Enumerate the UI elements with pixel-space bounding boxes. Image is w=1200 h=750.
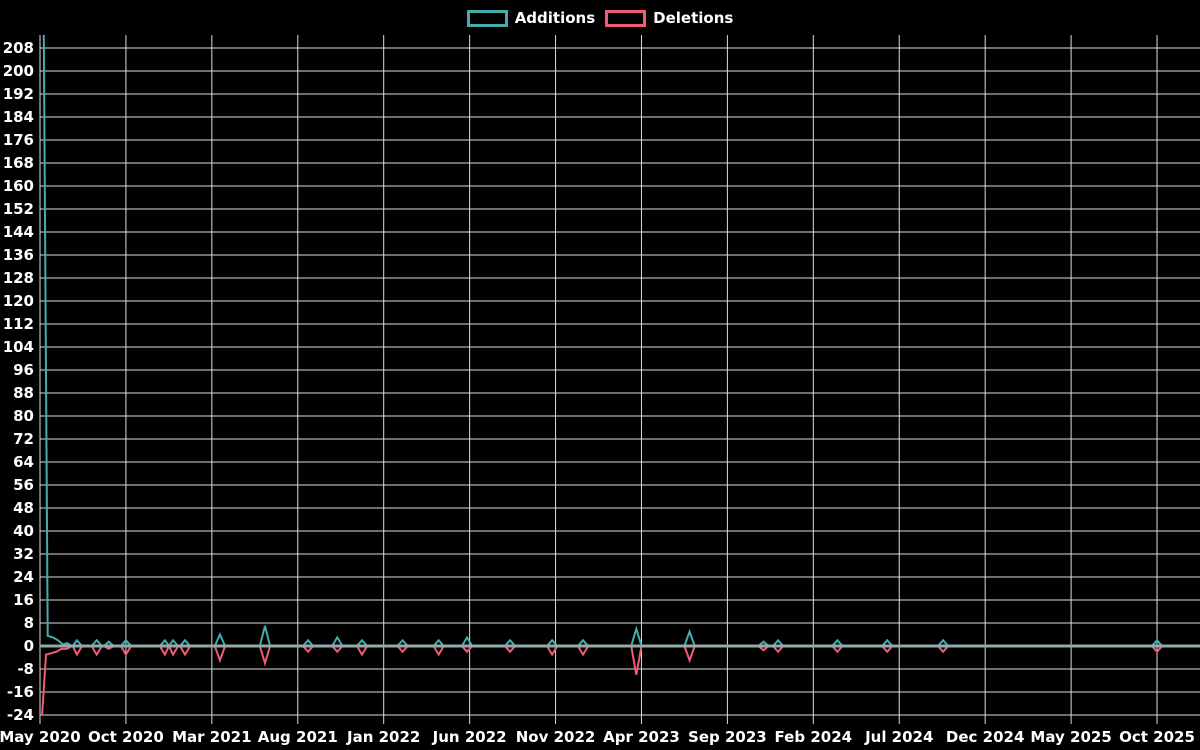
svg-text:16: 16 — [13, 591, 34, 609]
svg-text:176: 176 — [3, 131, 34, 149]
svg-text:Nov 2022: Nov 2022 — [516, 728, 596, 746]
legend-additions-label: Additions — [514, 9, 596, 27]
svg-text:40: 40 — [13, 522, 34, 540]
svg-text:8: 8 — [24, 614, 34, 632]
svg-text:-8: -8 — [17, 660, 34, 678]
svg-text:Dec 2024: Dec 2024 — [946, 728, 1025, 746]
svg-text:Oct 2020: Oct 2020 — [88, 728, 164, 746]
svg-text:64: 64 — [13, 453, 34, 471]
svg-text:144: 144 — [3, 223, 34, 241]
svg-text:56: 56 — [13, 476, 34, 494]
svg-text:0: 0 — [24, 637, 34, 655]
svg-text:Oct 2025: Oct 2025 — [1119, 728, 1195, 746]
svg-text:Apr 2023: Apr 2023 — [603, 728, 680, 746]
svg-text:200: 200 — [3, 62, 34, 80]
svg-text:112: 112 — [3, 315, 34, 333]
svg-text:Jan 2022: Jan 2022 — [346, 728, 420, 746]
legend-item-deletions[interactable]: Deletions — [605, 9, 733, 27]
svg-text:96: 96 — [13, 361, 34, 379]
grid-layer — [39, 35, 1200, 724]
svg-text:128: 128 — [3, 269, 34, 287]
deletions-swatch — [605, 9, 647, 27]
svg-text:152: 152 — [3, 200, 34, 218]
svg-text:48: 48 — [13, 499, 34, 517]
svg-text:208: 208 — [3, 39, 34, 57]
svg-text:-16: -16 — [7, 683, 34, 701]
svg-text:24: 24 — [13, 568, 34, 586]
svg-text:120: 120 — [3, 292, 34, 310]
svg-text:-24: -24 — [7, 706, 34, 724]
y-tick-labels: 2082001921841761681601521441361281201121… — [3, 39, 34, 724]
svg-text:80: 80 — [13, 407, 34, 425]
svg-text:Feb 2024: Feb 2024 — [775, 728, 853, 746]
svg-text:168: 168 — [3, 154, 34, 172]
svg-text:Sep 2023: Sep 2023 — [688, 728, 767, 746]
svg-text:Jun 2022: Jun 2022 — [432, 728, 507, 746]
legend-item-additions[interactable]: Additions — [466, 9, 596, 27]
series-deletions-line — [41, 643, 1163, 716]
legend: Additions Deletions — [0, 9, 1200, 27]
svg-text:192: 192 — [3, 85, 34, 103]
svg-text:Jul 2024: Jul 2024 — [864, 728, 933, 746]
x-tick-labels: May 2020 Oct 2020 Mar 2021 Aug 2021 Jan 2022… — [0, 728, 1195, 746]
legend-deletions-label: Deletions — [653, 9, 734, 27]
svg-text:184: 184 — [3, 108, 34, 126]
svg-text:104: 104 — [3, 338, 34, 356]
additions-swatch — [466, 9, 508, 27]
svg-text:Aug 2021: Aug 2021 — [258, 728, 338, 746]
svg-text:88: 88 — [13, 384, 34, 402]
svg-text:160: 160 — [3, 177, 34, 195]
svg-text:32: 32 — [13, 545, 34, 563]
svg-text:136: 136 — [3, 246, 34, 264]
svg-text:May 2025: May 2025 — [1030, 728, 1111, 746]
svg-text:May 2020: May 2020 — [0, 728, 81, 746]
svg-text:72: 72 — [13, 430, 34, 448]
svg-text:Mar 2021: Mar 2021 — [172, 728, 251, 746]
